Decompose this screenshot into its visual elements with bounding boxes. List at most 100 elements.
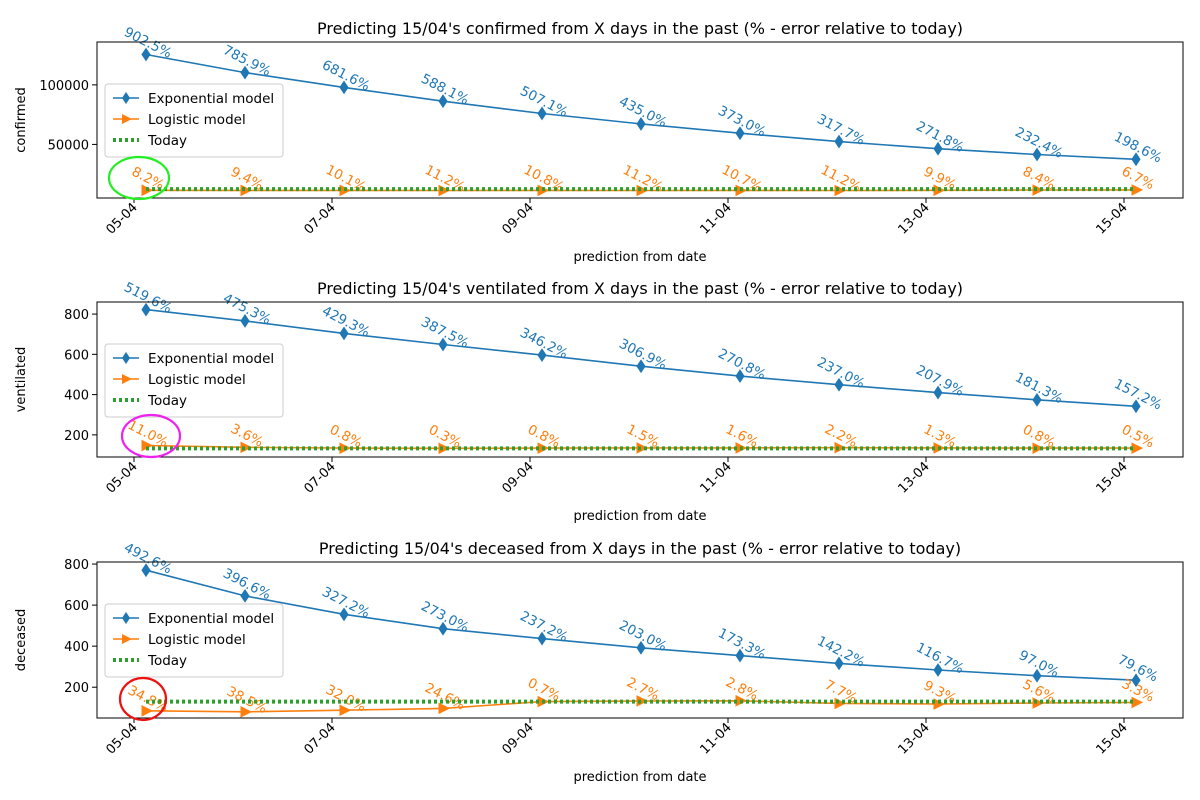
legend: Exponential model Logistic model Today: [104, 603, 284, 678]
y-tick-label: 100000: [39, 79, 89, 94]
exponential-point: [339, 607, 349, 622]
legend-box: [104, 343, 284, 418]
exponential-point: [735, 369, 745, 383]
exponential-point: [636, 117, 646, 131]
diamond-icon: [122, 352, 130, 364]
x-tick-label: 13-04: [896, 200, 933, 237]
legend-entry-label: Exponential model: [148, 611, 274, 627]
exponential-point: [339, 326, 349, 341]
x-tick-label: 15-04: [1094, 459, 1131, 496]
y-tick-label: 800: [64, 308, 89, 323]
y-tick-label: 600: [64, 348, 89, 363]
x-axis-label: prediction from date: [573, 770, 706, 785]
exponential-point: [636, 359, 646, 374]
subplot-confirmed: Predicting 15/04's confirmed from X days…: [14, 19, 1184, 265]
legend-box: [104, 83, 284, 158]
plot-frame: [96, 41, 1184, 199]
x-tick-label: 07-04: [302, 720, 339, 757]
x-tick-label: 05-04: [104, 459, 141, 496]
exponential-point: [240, 588, 250, 603]
legend: Exponential model Logistic model Today: [104, 83, 284, 158]
exponential-point: [537, 631, 547, 646]
legend-entry-label: Logistic model: [148, 632, 246, 648]
exponential-point: [834, 656, 844, 671]
y-tick-label: 800: [64, 558, 89, 573]
exponential-point: [933, 141, 943, 156]
exponential-point: [834, 134, 844, 149]
logistic-point: [438, 702, 451, 715]
diamond-icon: [122, 92, 130, 104]
x-tick-label: 09-04: [500, 720, 537, 757]
x-tick-label: 09-04: [500, 459, 537, 496]
triangle-icon: [122, 374, 132, 384]
x-axis-label: prediction from date: [573, 250, 706, 265]
exponential-point: [933, 385, 943, 400]
legend-box: [104, 603, 284, 678]
exponential-point: [438, 621, 448, 636]
y-axis-label: confirmed: [14, 87, 29, 153]
exponential-point: [636, 640, 646, 655]
x-tick-label: 05-04: [104, 200, 141, 237]
exponential-point: [240, 65, 250, 80]
x-tick-label: 13-04: [896, 720, 933, 757]
red-annotation-circle: [118, 676, 168, 722]
logistic-point: [141, 705, 154, 717]
y-tick-label: 600: [64, 599, 89, 614]
green-annotation-circle: [107, 155, 171, 201]
y-axis-label: deceased: [14, 609, 29, 671]
exponential-point: [1131, 399, 1141, 414]
x-tick-label: 07-04: [302, 459, 339, 496]
exponential-point: [1032, 668, 1042, 683]
y-tick-label: 200: [64, 681, 89, 696]
y-tick-label: 200: [64, 429, 89, 444]
logistic-point: [240, 706, 253, 718]
x-tick-label: 13-04: [896, 459, 933, 496]
exponential-point: [834, 377, 844, 392]
exponential-point: [537, 348, 547, 363]
magenta-annotation-circle: [120, 413, 182, 459]
exponential-point: [1131, 673, 1141, 688]
y-axis-label: ventilated: [14, 347, 29, 413]
exponential-point: [537, 106, 547, 121]
legend-entry-label: Logistic model: [148, 372, 246, 388]
x-tick-label: 09-04: [500, 200, 537, 237]
exponential-point: [240, 314, 250, 328]
plot-frame: [96, 301, 1184, 458]
y-tick-label: 400: [64, 389, 89, 404]
exponential-point: [438, 337, 448, 352]
x-tick-label: 07-04: [302, 200, 339, 237]
exponential-point: [735, 126, 745, 141]
exponential-point: [735, 648, 745, 663]
exponential-point: [933, 663, 943, 677]
legend-entry-label: Today: [147, 393, 187, 409]
y-tick-label: 50000: [48, 138, 89, 153]
triangle-icon: [122, 634, 132, 644]
x-tick-label: 15-04: [1094, 720, 1131, 757]
legend-entry-label: Logistic model: [148, 112, 246, 128]
plot-frame: [96, 561, 1184, 719]
subplot-title: Predicting 15/04's deceased from X days …: [319, 539, 961, 558]
exponential-point: [339, 80, 349, 95]
exponential-point: [141, 563, 151, 578]
subplot-title: Predicting 15/04's ventilated from X day…: [317, 279, 963, 298]
legend-entry-label: Exponential model: [148, 91, 274, 107]
legend: Exponential model Logistic model Today: [104, 343, 284, 418]
x-axis-label: prediction from date: [573, 509, 706, 524]
y-tick-label: 400: [64, 640, 89, 655]
legend-entry-label: Today: [147, 653, 187, 669]
exponential-point: [1131, 152, 1141, 167]
x-tick-label: 11-04: [698, 720, 735, 757]
series-line-exponential-model: [145, 569, 1137, 681]
subplot-ventilated: Predicting 15/04's ventilated from X day…: [14, 279, 1184, 524]
exponential-point: [1032, 147, 1042, 162]
x-tick-label: 11-04: [698, 459, 735, 496]
subplot-title: Predicting 15/04's confirmed from X days…: [317, 19, 963, 38]
x-tick-label: 11-04: [698, 200, 735, 237]
logistic-point: [1032, 442, 1045, 454]
exponential-point: [1032, 392, 1042, 407]
logistic-point: [339, 704, 352, 717]
x-tick-label: 05-04: [104, 720, 141, 757]
diamond-icon: [122, 612, 130, 624]
logistic-point: [636, 442, 649, 454]
